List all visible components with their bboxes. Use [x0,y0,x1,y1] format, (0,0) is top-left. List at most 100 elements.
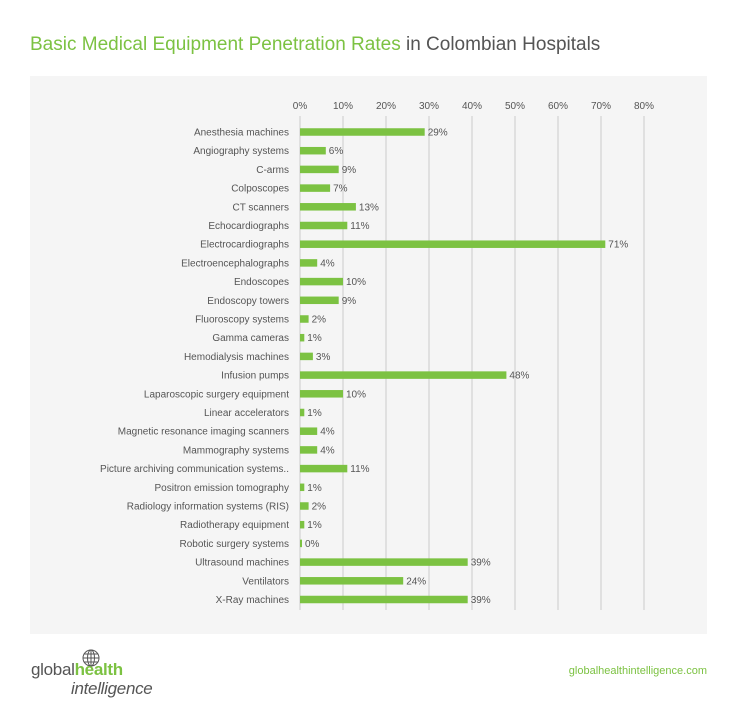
category-label: Fluoroscopy systems [195,315,289,326]
bar [300,165,339,174]
value-label: 7% [333,184,348,195]
category-label: Infusion pumps [221,371,289,382]
bars [300,128,606,604]
bar [300,203,356,211]
bar [300,595,468,604]
chart-title-accent: Basic Medical Equipment Penetration Rate… [30,34,401,55]
logo-health: health [74,660,124,679]
bar [300,520,305,529]
value-label: 4% [320,445,335,456]
bar [300,296,339,305]
x-tick-label: 40% [462,101,482,112]
bar [300,502,309,510]
bar [300,483,305,492]
value-label: 2% [312,502,327,513]
bar [300,577,404,585]
category-label: Gamma cameras [212,333,289,344]
bar [300,240,606,248]
value-label: 11% [350,464,369,475]
category-label: Linear accelerators [204,408,289,419]
x-tick-label: 80% [634,101,654,112]
category-label: X-Ray machines [216,595,289,606]
category-label: C-arms [256,165,289,176]
category-label: Picture archiving communication systems.… [100,464,289,475]
value-label: 3% [316,352,331,363]
category-label: Anesthesia machines [194,128,289,139]
category-label: Angiography systems [193,146,289,157]
category-label: Electrocardiographs [200,240,289,251]
category-label: Robotic surgery systems [180,539,289,550]
category-label: Endoscopes [234,277,289,288]
x-tick-label: 0% [293,101,308,112]
logo-wordmark-top: globalhealth [31,660,123,680]
x-axis-ticks: 0% 10% 20% 30% 40% 50% 60% 70% 80% [293,101,654,112]
category-label: Mammography systems [183,445,289,456]
value-label: 1% [307,333,322,344]
value-label: 24% [406,576,426,587]
x-tick-label: 10% [333,101,353,112]
value-label: 6% [329,146,344,157]
bar [300,558,468,566]
logo-intelligence: intelligence [71,679,153,698]
bar [300,315,309,323]
value-label: 1% [307,483,322,494]
bar [300,390,343,398]
value-label: 39% [471,558,491,569]
value-label: 48% [509,371,529,382]
bar [300,128,425,136]
category-label: Laparoscopic surgery equipment [144,389,289,400]
bar [300,146,326,155]
value-label: 11% [350,221,369,232]
site-url[interactable]: globalhealthintelligence.com [568,665,707,677]
chart-title-rest: in Colombian Hospitals [400,34,601,55]
value-label: 4% [320,258,335,269]
value-label: 4% [320,427,335,438]
value-label: 10% [346,389,366,400]
category-label: Endoscopy towers [207,296,289,307]
bar [300,277,343,286]
category-label: Ventilators [242,576,289,587]
category-label: CT scanners [232,202,289,213]
bar [300,333,305,342]
value-label: 29% [428,128,448,139]
category-label: Echocardiographs [208,221,289,232]
x-tick-label: 20% [376,101,396,112]
gridlines [299,116,645,610]
bar [300,221,348,230]
value-label: 2% [312,315,327,326]
bar [300,352,313,361]
x-tick-label: 50% [505,101,525,112]
value-label: 9% [342,296,357,307]
bar [300,539,302,548]
bar [300,371,507,379]
value-label: 13% [359,202,379,213]
bar [300,259,318,267]
value-labels: 29% 6% 9% 7% 13% 11% 71% 4% 10% 9% 2% 1% 3% 48% 10% 1% 4… [305,128,628,607]
category-label: Radiotherapy equipment [180,520,289,531]
logo-global: global [31,660,75,679]
category-label: Hemodialysis machines [184,352,289,363]
value-label: 1% [307,408,322,419]
bar [300,446,318,454]
value-label: 0% [305,539,320,550]
chart-title: Basic Medical Equipment Penetration Rate… [30,34,600,56]
value-label: 71% [608,240,628,251]
category-label: Radiology information systems (RIS) [127,502,289,513]
category-label: Colposcopes [231,184,289,195]
chart-panel [30,76,707,634]
x-tick-label: 60% [548,101,568,112]
bar [300,408,305,417]
x-tick-label: 70% [591,101,611,112]
category-label: Electroencephalographs [181,258,289,269]
category-label: Magnetic resonance imaging scanners [118,427,289,438]
category-label: Ultrasound machines [195,558,289,569]
value-label: 10% [346,277,366,288]
bar [300,184,331,192]
globe-icon [82,649,100,667]
category-label: Positron emission tomography [154,483,289,494]
brand-logo[interactable]: globalhealth intelligence [31,648,171,703]
bar [300,464,348,473]
x-tick-label: 30% [419,101,439,112]
value-label: 39% [471,595,491,606]
